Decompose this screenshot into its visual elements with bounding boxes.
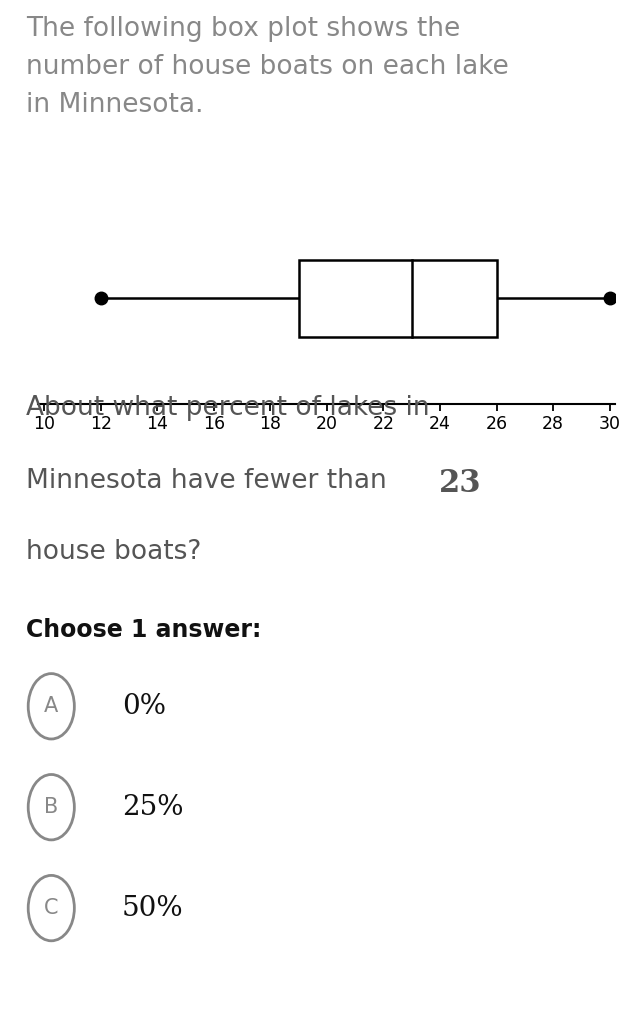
Text: Minnesota have fewer than: Minnesota have fewer than <box>26 468 395 493</box>
Bar <box>299 260 497 337</box>
Text: 23: 23 <box>439 468 481 498</box>
Text: A: A <box>44 696 58 716</box>
Text: About what percent of lakes in: About what percent of lakes in <box>26 395 429 421</box>
Text: B: B <box>44 797 58 817</box>
Text: house boats?: house boats? <box>26 539 201 565</box>
Text: 0%: 0% <box>122 693 166 719</box>
Text: 25%: 25% <box>122 794 183 820</box>
Text: Choose 1 answer:: Choose 1 answer: <box>26 618 261 642</box>
Text: C: C <box>44 898 58 918</box>
Text: The following box plot shows the
number of house boats on each lake
in Minnesota: The following box plot shows the number … <box>26 16 508 118</box>
Text: 50%: 50% <box>122 895 183 921</box>
